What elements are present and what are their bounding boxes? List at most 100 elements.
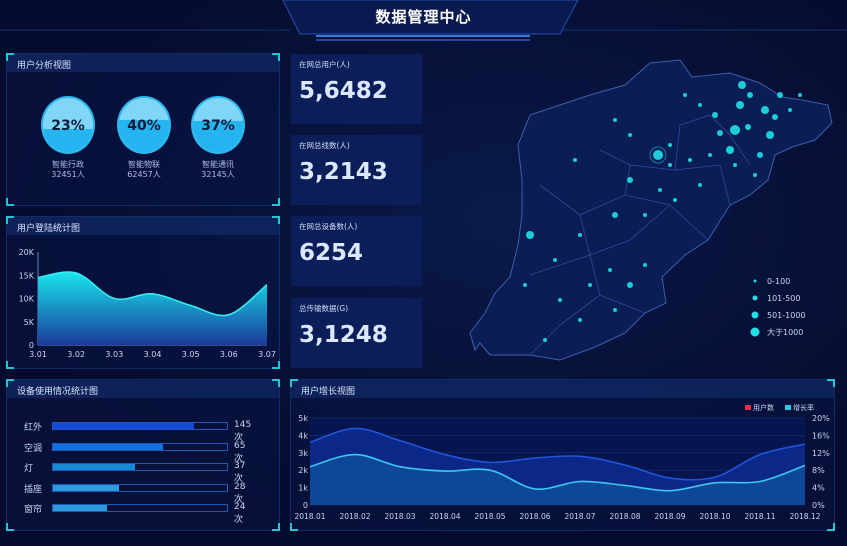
percent-bubble: 37% [191, 96, 245, 154]
corner-decoration [272, 216, 280, 224]
usage-value: 37次 [234, 461, 246, 484]
y-right-tick-label: 20% [812, 414, 830, 423]
x-tick-label: 3.04 [144, 350, 162, 359]
y-left-tick-label: 4k [298, 431, 308, 440]
device-row: 红外 145次 [24, 420, 251, 443]
usage-bar-track [52, 442, 228, 451]
usage-value: 65次 [234, 440, 246, 464]
x-tick-label: 2018.10 [699, 512, 730, 521]
login-area [38, 271, 267, 345]
legend-label[interactable]: 增长率 [793, 403, 814, 412]
percent-bubble: 40% [117, 96, 171, 154]
x-tick-label: 2018.01 [294, 512, 325, 521]
device-name: 插座 [24, 484, 43, 495]
legend-swatch [745, 405, 751, 410]
y-tick-label: 15K [19, 271, 35, 280]
stat-label: 在网总线数(人) [299, 141, 350, 150]
x-tick-label: 2018.11 [744, 512, 775, 521]
map-data-dot [698, 103, 702, 107]
map-data-dot [757, 152, 763, 158]
legend-dot [752, 295, 758, 301]
x-tick-label: 2018.09 [654, 512, 685, 521]
map-data-dot [717, 130, 723, 136]
category-count: 32145人 [201, 170, 235, 179]
map-data-dot [708, 153, 712, 157]
x-tick-label: 3.05 [182, 350, 200, 359]
usage-bar-track [52, 463, 228, 471]
bubble-percent: 40% [127, 118, 161, 134]
usage-bar-fill [53, 464, 135, 470]
category-name: 智能物联 [128, 160, 160, 169]
map-data-dot [578, 318, 582, 322]
y-left-tick-label: 2k [298, 466, 308, 475]
usage-bar-track [52, 504, 228, 512]
page-title: 数据管理中心 [375, 8, 472, 26]
corner-decoration [6, 523, 14, 531]
usage-bar-track [52, 422, 228, 430]
device-row: 插座 28次 [24, 482, 245, 505]
corner-decoration [6, 53, 14, 61]
corner-decoration [272, 198, 280, 206]
map-data-dot [653, 150, 663, 160]
y-left-tick-label: 5k [298, 414, 308, 423]
legend-label: 0-100 [767, 277, 790, 286]
map-dot-halo [649, 146, 667, 164]
series-line [309, 453, 806, 492]
login-area-chart: 0 5K 10K 15K 20K 3.01 3.02 3.03 3.04 3.05 3.06 3.07 [19, 248, 276, 359]
category-count: 32451人 [51, 170, 85, 179]
map-data-dot [613, 308, 617, 312]
x-tick-label: 3.01 [29, 350, 47, 359]
map-data-dot [772, 114, 778, 120]
stat-label: 在网总用户(人) [299, 60, 350, 69]
y-right-tick-label: 0% [812, 501, 825, 510]
x-tick-label: 2018.08 [609, 512, 640, 521]
y-tick-label: 5K [24, 318, 35, 327]
x-tick-label: 2018.12 [789, 512, 820, 521]
bubble-percent: 37% [201, 118, 235, 134]
x-tick-label: 2018.03 [384, 512, 415, 521]
y-tick-label: 0 [29, 341, 34, 350]
map-outline [469, 59, 833, 361]
legend-swatch [785, 405, 791, 410]
corner-decoration [272, 361, 280, 369]
stat-value: 3,1248 [299, 322, 388, 348]
stat-card: 总传输数据(G) 3,1248 [291, 298, 422, 368]
map-data-dot [726, 146, 734, 154]
x-tick-label: 3.06 [220, 350, 238, 359]
map-data-dot [643, 263, 647, 267]
map-data-dot [766, 131, 774, 139]
login-line [37, 271, 268, 317]
map-data-dot [553, 258, 557, 262]
device-name: 灯 [24, 464, 34, 474]
legend-label: 大于1000 [767, 327, 803, 337]
stat-card: 在网总设备数(人) 6254 [291, 216, 422, 286]
map-data-dot [627, 177, 633, 183]
usage-bar-fill [53, 423, 194, 429]
legend-label: 101-500 [767, 294, 800, 303]
usage-bar-fill [53, 443, 163, 450]
series-area [310, 454, 805, 505]
map-data-dot [673, 198, 677, 202]
x-tick-label: 3.02 [67, 350, 85, 359]
bubble-percent: 23% [51, 118, 85, 134]
stat-label: 总传输数据(G) [299, 304, 349, 313]
category-name: 智能行政 [52, 160, 84, 169]
legend-label[interactable]: 用户数 [753, 403, 774, 412]
map-data-dot [573, 158, 577, 162]
user-growth-chart: 0 0% 1k 4% 2k 8% 3k 12% 4k 16% 5k 20% 2018.01 2018.02… [294, 403, 830, 521]
panel-title: 设备使用情况统计图 [7, 380, 279, 398]
legend-label: 501-1000 [767, 311, 806, 320]
stat-label: 在网总设备数(人) [299, 222, 358, 231]
map-data-dot [777, 92, 783, 98]
series-line [309, 427, 806, 481]
x-tick-label: 3.03 [105, 350, 123, 359]
map-data-dot [588, 283, 592, 287]
x-tick-label: 2018.04 [429, 512, 460, 521]
x-tick-label: 2018.07 [564, 512, 595, 521]
stat-value: 3,2143 [299, 159, 388, 185]
x-tick-label: 2018.05 [474, 512, 505, 521]
y-tick-label: 20K [19, 248, 35, 257]
usage-value: 24次 [234, 502, 246, 525]
map-data-dot [627, 282, 633, 288]
corner-decoration [827, 379, 835, 387]
